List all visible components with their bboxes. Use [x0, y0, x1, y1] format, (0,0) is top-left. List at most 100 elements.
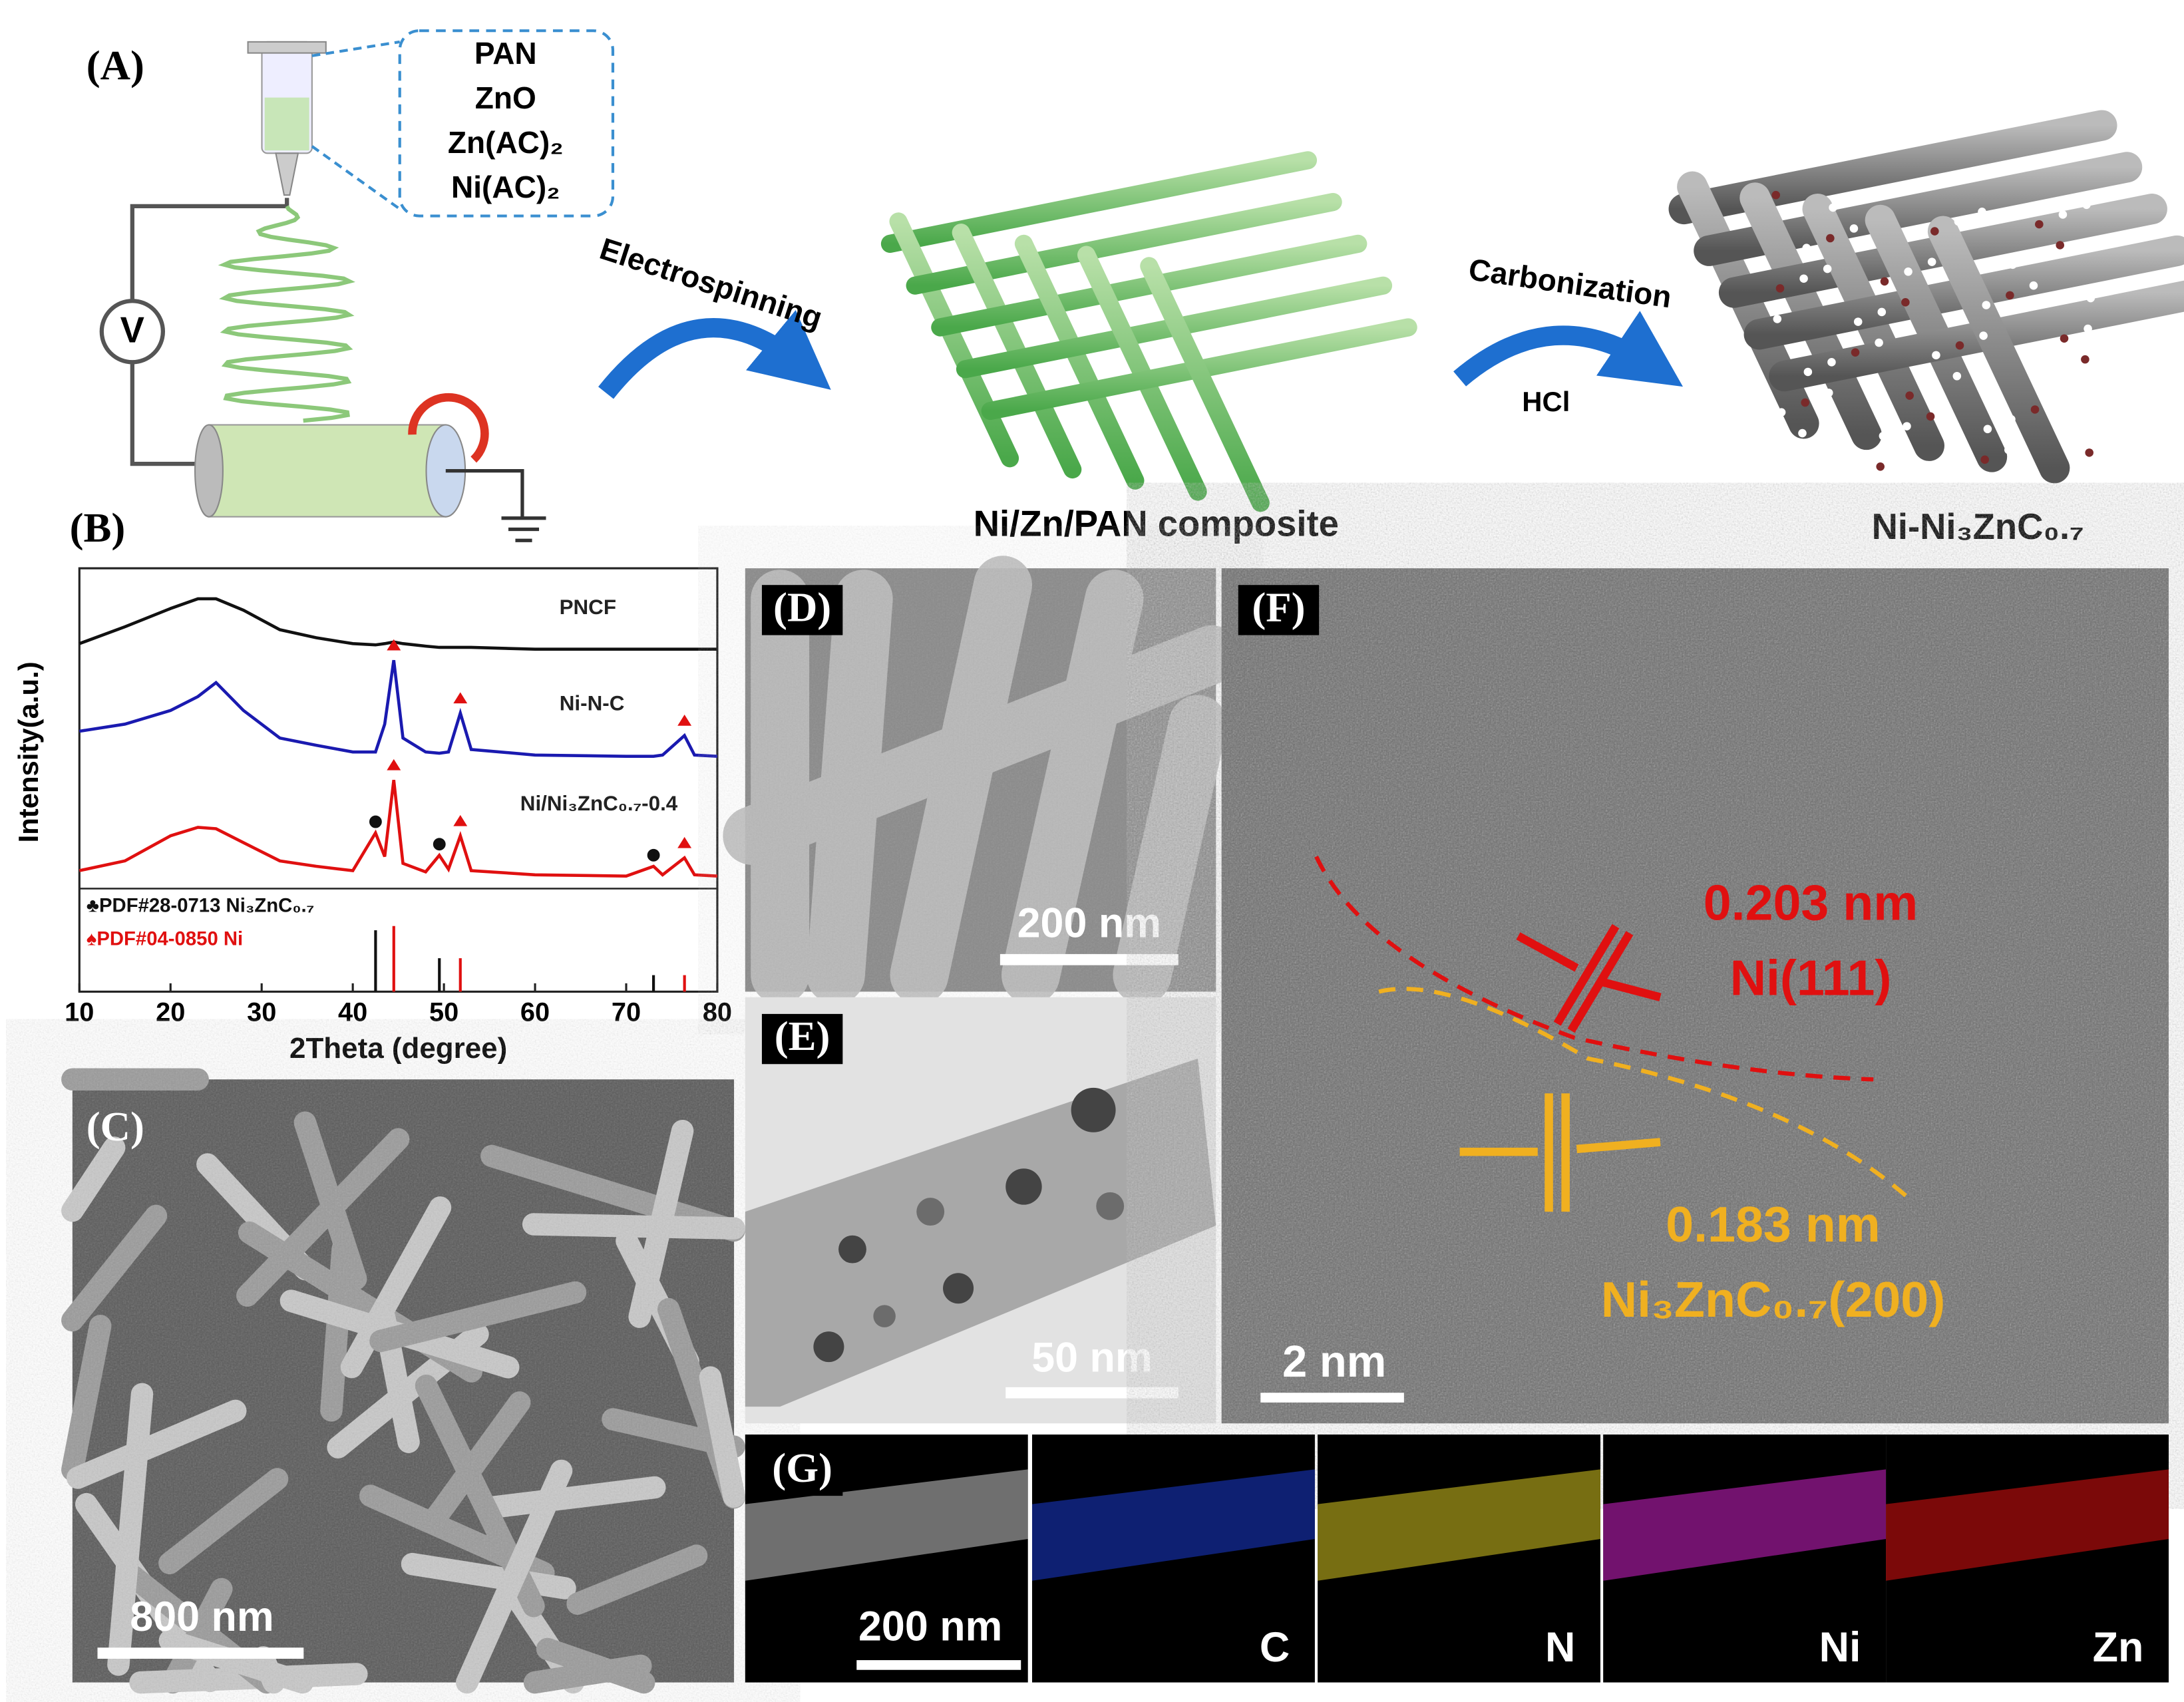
- wire: [130, 198, 289, 466]
- pore: [1777, 408, 1786, 417]
- element-label: Zn: [2093, 1624, 2144, 1671]
- eds-band: [745, 1469, 1028, 1581]
- pore: [1853, 317, 1863, 326]
- scale-bar: [856, 1660, 1021, 1670]
- solution-component: PAN: [474, 36, 537, 71]
- pore: [2033, 375, 2042, 383]
- voltmeter: [99, 299, 166, 365]
- particle: [943, 1273, 974, 1304]
- series-label: Ni-N-C: [560, 692, 625, 715]
- peak-marker: [433, 838, 446, 851]
- particle: [873, 1305, 896, 1327]
- xrd-chart: (B) Intensity(a.u.) 2Theta (degree) 10 20…: [13, 504, 732, 1065]
- solution-component: Ni(AC)₂: [451, 170, 560, 204]
- arrow: [598, 309, 831, 399]
- particle: [813, 1331, 844, 1363]
- peak-marker: [647, 848, 660, 862]
- pore: [1930, 227, 1939, 236]
- eds-band: [1031, 1469, 1315, 1581]
- x-tick-label: 30: [247, 997, 276, 1027]
- pore: [1824, 389, 1833, 397]
- pore: [2058, 210, 2068, 219]
- scale-bar: [1000, 953, 1179, 965]
- gray-mesh: [1668, 110, 2184, 484]
- xrd-curve: [79, 659, 718, 758]
- scale-label: 200 nm: [858, 1604, 1002, 1650]
- step-label: Carbonization: [1467, 252, 1674, 314]
- pore: [1875, 338, 1883, 347]
- panel-label: (B): [70, 504, 126, 551]
- panel-label: (D): [773, 584, 831, 630]
- pore: [1801, 398, 1809, 407]
- rod: [1140, 257, 1270, 512]
- pore: [1879, 431, 1888, 440]
- pore: [1901, 298, 1910, 307]
- collector-end: [194, 424, 224, 518]
- x-tick-label: 40: [338, 997, 367, 1027]
- pore: [2008, 260, 2017, 269]
- product-label: Ni-Ni₃ZnC₀.₇: [1872, 506, 2084, 547]
- label-bg: [761, 585, 843, 635]
- rotation-arrow: [408, 393, 489, 463]
- scale-label: 50 nm: [1031, 1335, 1152, 1381]
- eds-band: [1886, 1469, 2169, 1581]
- pore: [2081, 355, 2090, 364]
- rod: [1802, 194, 1944, 461]
- pore: [1851, 348, 1860, 357]
- pore: [1928, 381, 1938, 391]
- particle: [1096, 1192, 1125, 1220]
- x-tick-label: 20: [156, 997, 185, 1027]
- pore: [1798, 428, 1807, 438]
- arrow: [1453, 311, 1684, 387]
- pore: [1955, 341, 1964, 350]
- pore: [2082, 200, 2091, 210]
- syringe-flange: [247, 41, 327, 54]
- lattice-line: [1567, 931, 1634, 1033]
- panel-label: (G): [772, 1445, 832, 1491]
- peak-marker: [387, 639, 401, 651]
- pore: [1982, 301, 1991, 309]
- pore: [1904, 267, 1912, 276]
- pore: [1927, 257, 1936, 266]
- pore: [1823, 264, 1832, 273]
- syringe-liquid: [264, 97, 309, 151]
- boundary: [1378, 987, 1910, 1200]
- pore: [1980, 455, 1989, 464]
- pore: [1849, 224, 1859, 233]
- lattice-line: [1553, 924, 1620, 1026]
- element-label: Ni: [1819, 1624, 1861, 1671]
- pore: [1775, 284, 1785, 293]
- scale-label: 2 nm: [1282, 1337, 1386, 1387]
- pore: [1880, 277, 1889, 286]
- particle: [1071, 1087, 1116, 1132]
- scale-bar: [1005, 1387, 1179, 1399]
- collector: [208, 424, 447, 518]
- pore: [2085, 448, 2093, 457]
- pore: [1932, 351, 1940, 360]
- arrow: [1516, 932, 1579, 972]
- arrow: [1576, 1138, 1661, 1154]
- pore: [2029, 281, 2038, 290]
- eds-band: [1318, 1469, 1600, 1581]
- pore: [1926, 412, 1935, 421]
- boundary: [1314, 856, 1874, 1082]
- x-tick-label: 80: [703, 997, 732, 1027]
- particle: [1005, 1168, 1042, 1205]
- pore: [2086, 293, 2095, 303]
- texture: [1221, 568, 2169, 1424]
- plane: Ni₃ZnC₀.₇(200): [1601, 1272, 1946, 1327]
- y-axis-label: Intensity(a.u.): [13, 661, 44, 842]
- fiber: [745, 1058, 1216, 1407]
- peak-marker: [369, 815, 382, 828]
- pore: [1852, 194, 1861, 202]
- pore: [1773, 315, 1782, 323]
- pore: [2007, 415, 2016, 424]
- pore: [1803, 367, 1813, 377]
- peak-marker: [453, 814, 468, 826]
- particles: [813, 1087, 1125, 1363]
- pore: [1876, 462, 1885, 471]
- pore: [1905, 391, 1914, 400]
- panel-label: (E): [775, 1013, 830, 1059]
- x-tick-label: 10: [65, 997, 94, 1027]
